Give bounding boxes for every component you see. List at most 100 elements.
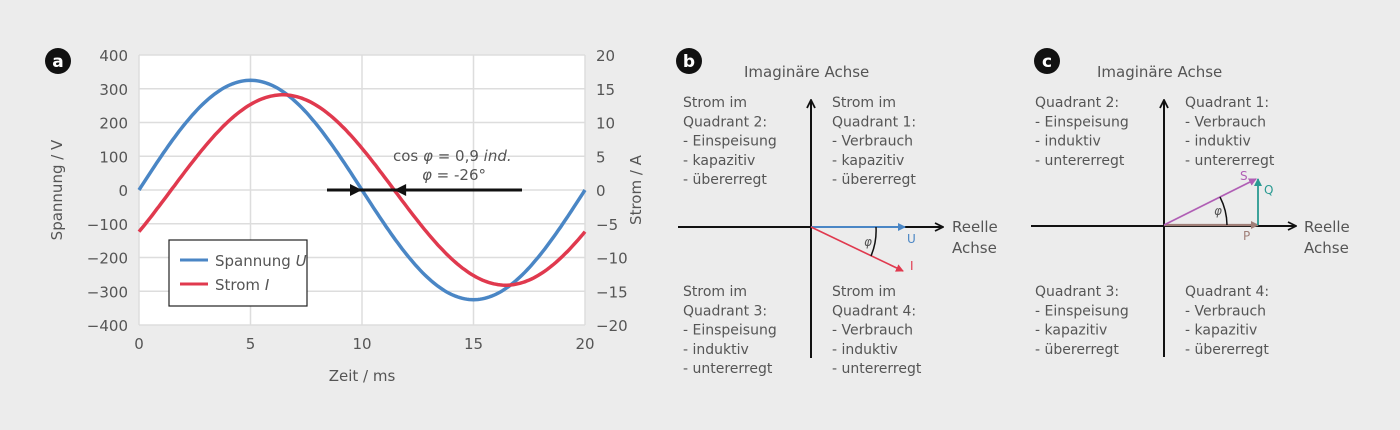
quadrant-q1-line: - übererregt: [832, 172, 916, 188]
vector-i: [810, 226, 904, 272]
y-tick-label-right: −20: [596, 317, 628, 335]
quadrant-q4-line: - untererregt: [832, 361, 922, 377]
y-tick-label-left: 0: [118, 182, 128, 200]
y-tick-label-right: 10: [596, 115, 615, 133]
quadrant-q1-line: Quadrant 1:: [832, 114, 916, 130]
y-tick-label-right: −15: [596, 283, 628, 301]
angle-label: φ: [1214, 204, 1222, 218]
panel-label-a: a: [52, 52, 63, 72]
legend-label-voltage: Spannung U: [215, 252, 307, 270]
quadrant-q1-line: Quadrant 1:: [1185, 95, 1269, 111]
quadrant-q2-line: - übererregt: [683, 172, 767, 188]
vector-q-label: Q: [1264, 183, 1273, 197]
quadrant-q3-line: Strom im: [683, 284, 747, 300]
y-tick-label-left: −100: [87, 216, 128, 234]
panel-label-b: b: [683, 52, 695, 72]
y-axis-label-left: Spannung / V: [48, 139, 66, 240]
annotation-line1: cos φ = 0,9 ind.: [393, 147, 512, 165]
imaginary-axis-label: Imaginäre Achse: [744, 63, 869, 81]
y-tick-label-right: 15: [596, 81, 615, 99]
y-tick-label-right: −5: [596, 216, 618, 234]
angle-arc: [870, 226, 877, 257]
quadrant-q4-line: - induktiv: [832, 342, 898, 358]
quadrant-q2-line: - untererregt: [1035, 153, 1125, 169]
quadrant-q3-line: Quadrant 3:: [1035, 284, 1119, 300]
y-tick-label-left: 100: [99, 148, 128, 166]
quadrant-q2-line: - induktiv: [1035, 134, 1101, 150]
y-tick-label-left: 400: [99, 47, 128, 65]
x-tick-label: 0: [134, 335, 144, 353]
y-tick-label-right: 20: [596, 47, 615, 65]
imaginary-axis-label: Imaginäre Achse: [1097, 63, 1222, 81]
real-axis-label-2: Achse: [1304, 239, 1349, 257]
phase-annotation: cos φ = 0,9 ind. φ = -26°: [327, 147, 522, 196]
quadrant-q4-line: Quadrant 4:: [832, 303, 916, 319]
panel-badge-a: [45, 48, 71, 74]
vector-i-label: I: [910, 259, 914, 273]
quadrant-texts-b: Strom im Quadrant 2: - Einspeisung - kapazi…: [683, 95, 922, 377]
phase-arrows: [327, 184, 522, 196]
panel-c: c Imaginäre Achse Reelle Achse φ S Q P Q…: [1031, 48, 1350, 358]
quadrant-q2-line: - Einspeisung: [683, 134, 777, 150]
quadrant-q3-line: - induktiv: [683, 342, 749, 358]
real-axis-label: Reelle: [952, 218, 998, 236]
quadrant-q1-line: - untererregt: [1185, 153, 1275, 169]
quadrant-q2-line: Strom im: [683, 95, 747, 111]
vector-p-label: P: [1243, 229, 1250, 243]
vector-s: [1163, 178, 1257, 226]
panel-badge-b: [676, 48, 702, 74]
panel-badge-c: [1034, 48, 1060, 74]
quadrant-q1-line: - Verbrauch: [832, 134, 913, 150]
legend: Spannung U Strom I: [168, 239, 308, 307]
quadrant-q1-line: Strom im: [832, 95, 896, 111]
quadrant-q4-line: - kapazitiv: [1185, 323, 1257, 339]
y-tick-label-left: −200: [87, 250, 128, 268]
quadrant-q2-line: Quadrant 2:: [683, 114, 767, 130]
y-tick-label-right: 0: [596, 182, 606, 200]
series-line-current: [137, 93, 587, 287]
quadrant-q4-line: Quadrant 4:: [1185, 284, 1269, 300]
legend-label-current: Strom I: [215, 276, 270, 294]
y-tick-label-left: 300: [99, 81, 128, 99]
x-tick-label: 5: [246, 335, 256, 353]
arrowhead-right: [350, 184, 362, 196]
quadrant-q3-line: Quadrant 3:: [683, 303, 767, 319]
quadrant-q1-line: - Verbrauch: [1185, 114, 1266, 130]
x-tick-label: 10: [352, 335, 371, 353]
vector-s-label: S: [1240, 169, 1248, 183]
quadrant-q2-line: - Einspeisung: [1035, 114, 1129, 130]
y-tick-label-right: 5: [596, 148, 606, 166]
x-tick-label: 15: [464, 335, 483, 353]
quadrant-q4-line: - Verbrauch: [832, 323, 913, 339]
quadrant-q4-line: Strom im: [832, 284, 896, 300]
quadrant-q1-line: - induktiv: [1185, 134, 1251, 150]
angle-arc: [1219, 196, 1228, 226]
angle-label: φ: [864, 235, 872, 249]
x-tick-label: 20: [575, 335, 594, 353]
y-tick-label-left: −400: [87, 317, 128, 335]
quadrant-q4-line: - Verbrauch: [1185, 303, 1266, 319]
arrowhead-left: [394, 184, 407, 196]
y-tick-label-right: −10: [596, 250, 628, 268]
quadrant-q1-line: - kapazitiv: [832, 153, 904, 169]
vector-u-label: U: [907, 232, 916, 246]
panel-b: b Imaginäre Achse Reelle Achse φ U I Str…: [676, 48, 998, 377]
quadrant-q3-line: - Einspeisung: [683, 323, 777, 339]
quadrant-q3-line: - übererregt: [1035, 342, 1119, 358]
y-tick-label-left: −300: [87, 283, 128, 301]
annotation-line2: φ = -26°: [422, 166, 486, 184]
real-axis-label-2: Achse: [952, 239, 997, 257]
x-axis-label: Zeit / ms: [329, 367, 396, 385]
quadrant-q2-line: - kapazitiv: [683, 153, 755, 169]
real-axis-label: Reelle: [1304, 218, 1350, 236]
quadrant-q3-line: - Einspeisung: [1035, 303, 1129, 319]
quadrant-q3-line: - untererregt: [683, 361, 773, 377]
quadrant-q2-line: Quadrant 2:: [1035, 95, 1119, 111]
quadrant-texts-c: Quadrant 2: - Einspeisung - induktiv - unte…: [1035, 95, 1275, 358]
panel-label-c: c: [1042, 52, 1052, 72]
quadrant-q4-line: - übererregt: [1185, 342, 1269, 358]
y-tick-label-left: 200: [99, 115, 128, 133]
